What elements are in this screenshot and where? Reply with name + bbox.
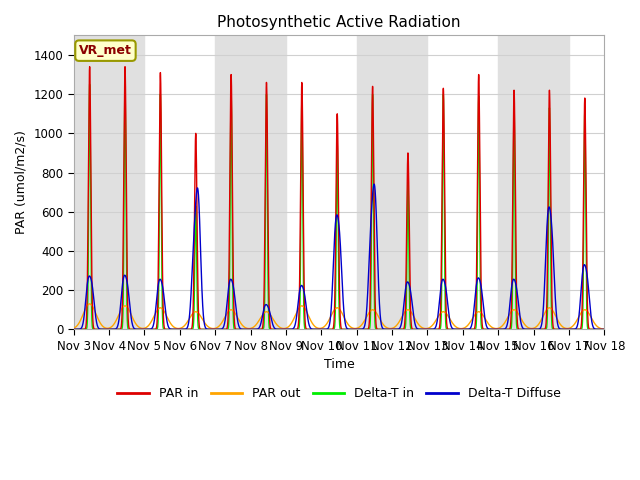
Y-axis label: PAR (umol/m2/s): PAR (umol/m2/s): [15, 131, 28, 234]
Bar: [356, 36, 428, 329]
Title: Photosynthetic Active Radiation: Photosynthetic Active Radiation: [217, 15, 461, 30]
Text: VR_met: VR_met: [79, 44, 132, 57]
Bar: [74, 36, 145, 329]
Bar: [498, 36, 569, 329]
X-axis label: Time: Time: [324, 359, 355, 372]
Bar: [215, 36, 286, 329]
Legend: PAR in, PAR out, Delta-T in, Delta-T Diffuse: PAR in, PAR out, Delta-T in, Delta-T Dif…: [113, 383, 566, 406]
